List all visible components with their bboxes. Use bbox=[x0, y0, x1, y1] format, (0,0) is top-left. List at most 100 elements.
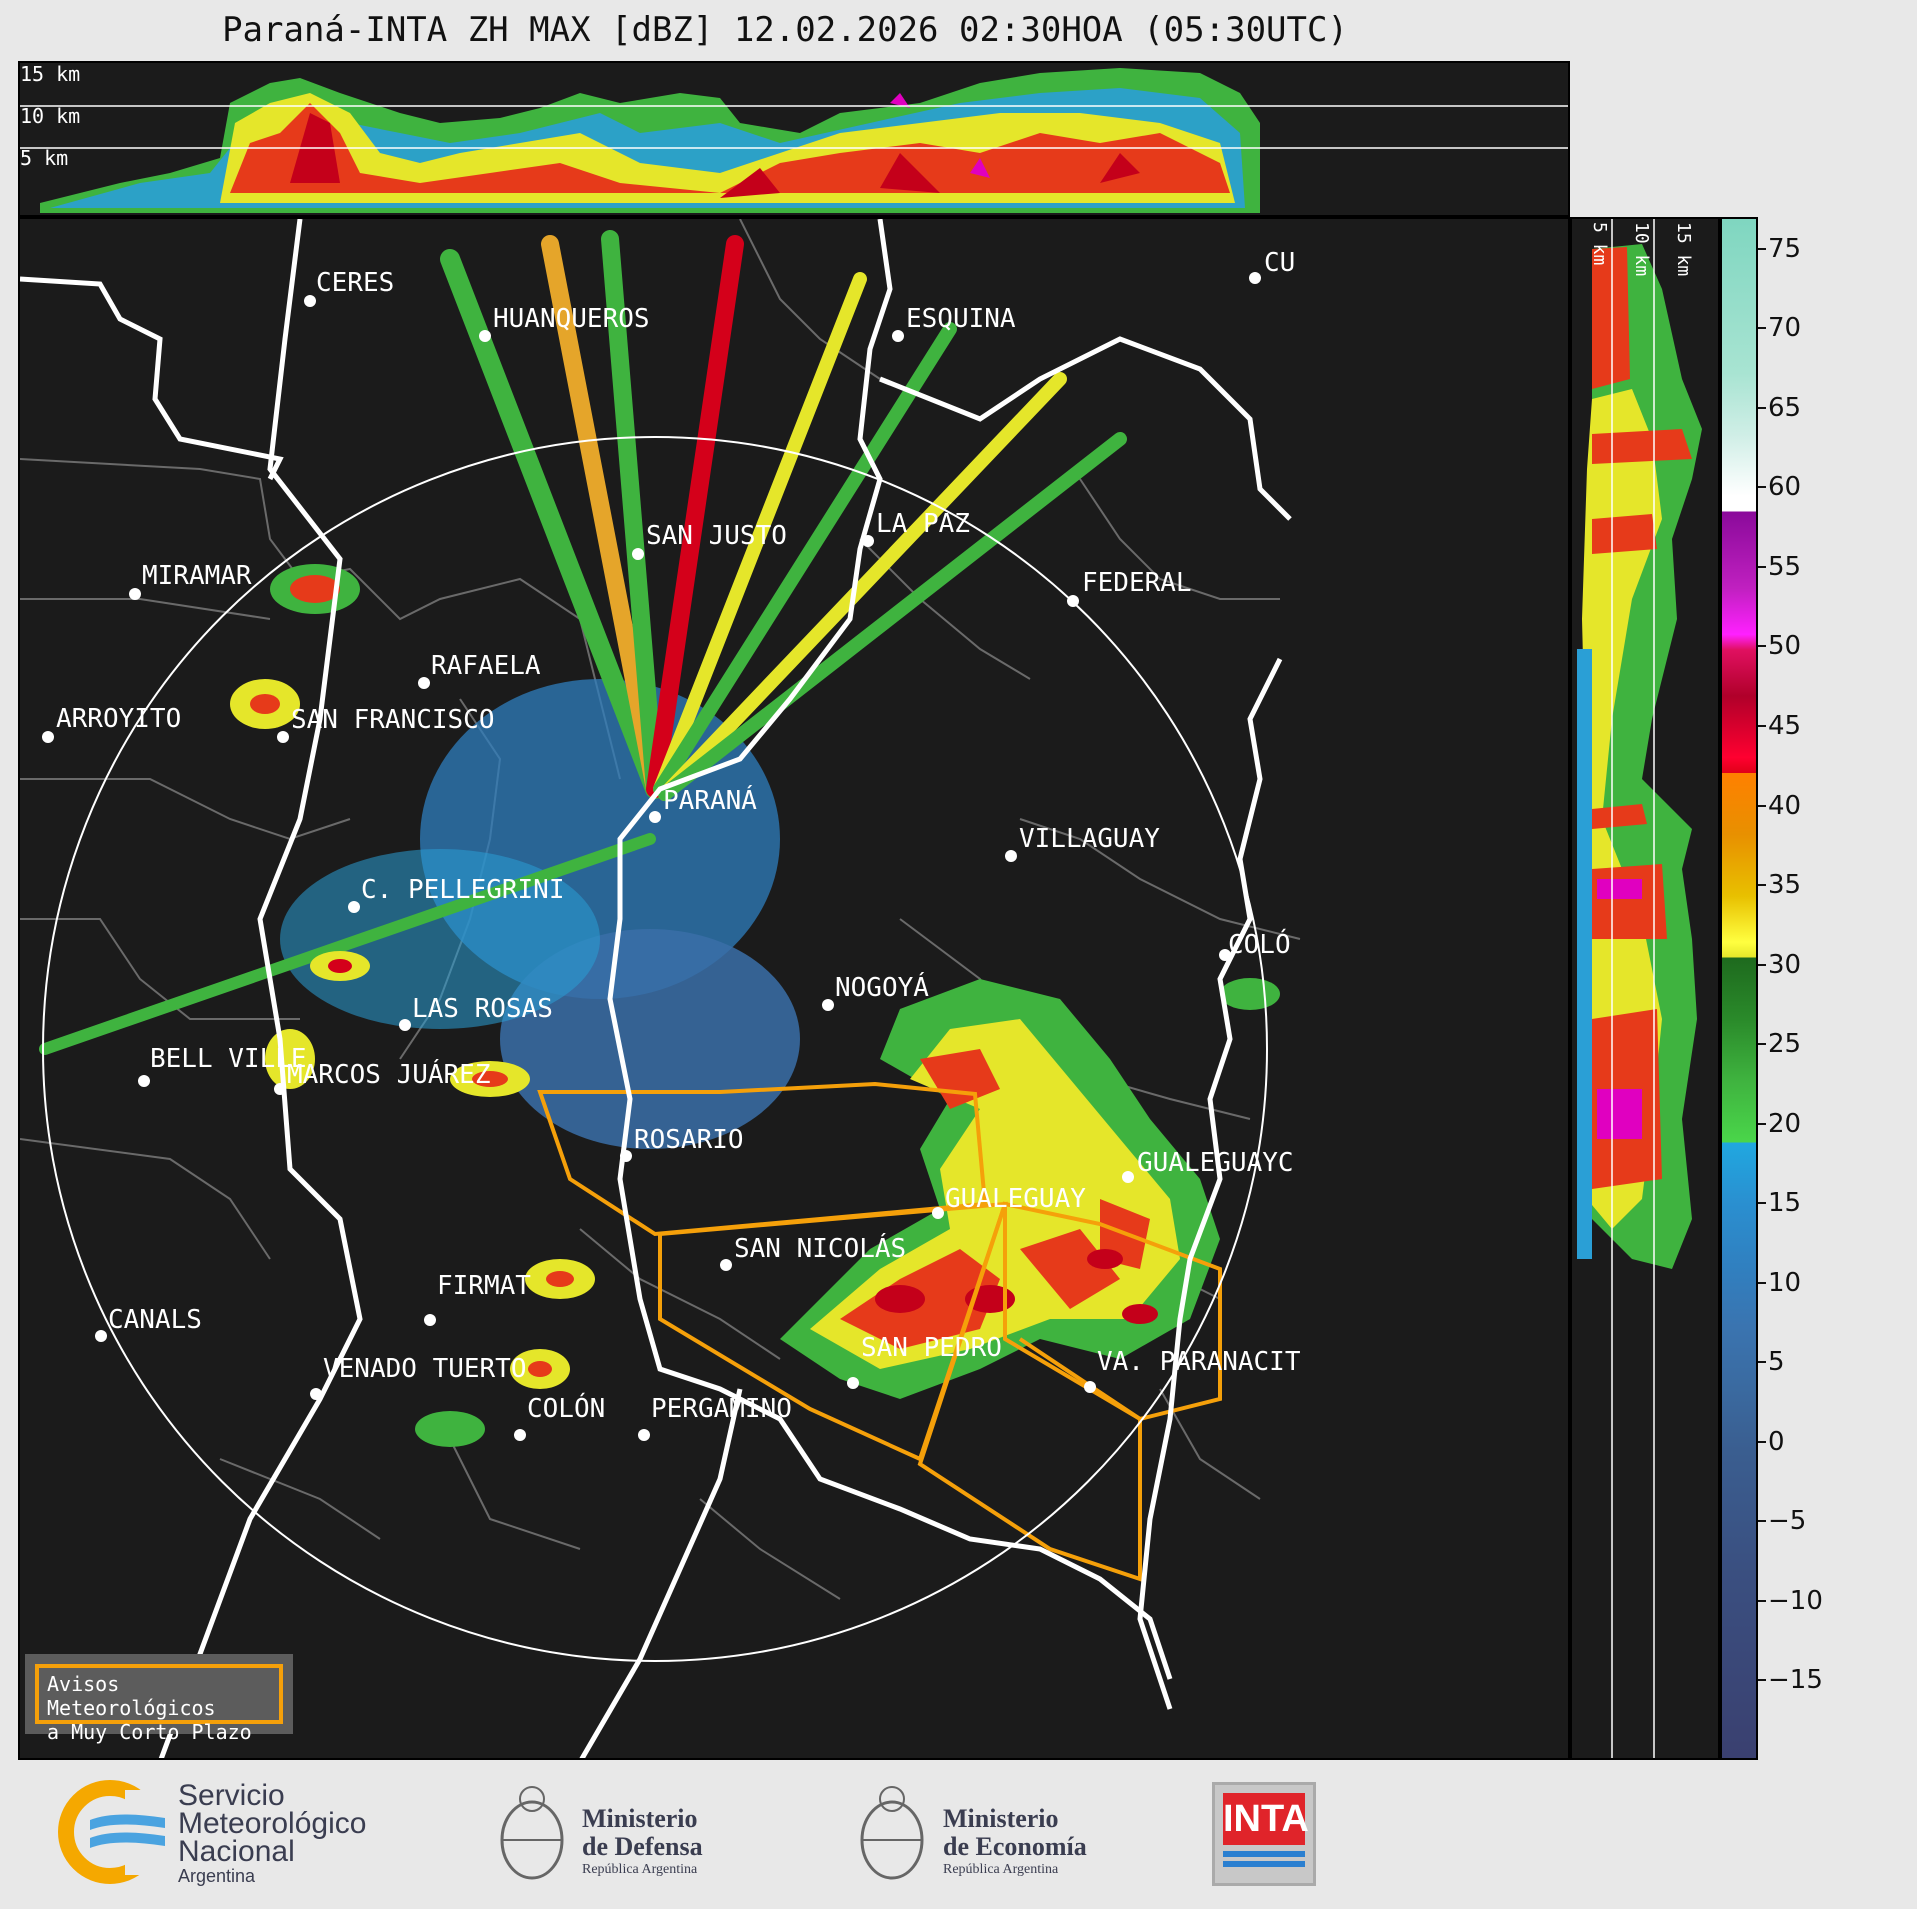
radar-map: CERES HUANQUEROS ESQUINA CU MIRAMAR SAN … bbox=[18, 217, 1570, 1760]
colorbar-tick-mark bbox=[1758, 1520, 1766, 1523]
colorbar-tick-mark bbox=[1758, 1599, 1766, 1602]
city-miramar: MIRAMAR bbox=[142, 561, 252, 591]
colorbar-tick-mark bbox=[1758, 1361, 1766, 1364]
colorbar-tick-mark bbox=[1758, 804, 1766, 807]
defensa-line2: de Defensa bbox=[582, 1832, 703, 1861]
city-rosario: ROSARIO bbox=[634, 1125, 744, 1155]
city-san-pedro: SAN PEDRO bbox=[861, 1333, 1002, 1363]
colorbar-tick-mark bbox=[1758, 1122, 1766, 1125]
city-la-paz: LA PAZ bbox=[876, 509, 970, 539]
city-cu: CU bbox=[1264, 248, 1295, 278]
city-san-nicolas: SAN NICOLÁS bbox=[734, 1232, 906, 1264]
top-label-10km: 10 km bbox=[20, 104, 80, 128]
side-height-profile: 5 km 10 km 15 km bbox=[1570, 217, 1720, 1760]
range-ring bbox=[42, 436, 1268, 1662]
smn-line4: Argentina bbox=[178, 1866, 256, 1886]
colorbar-tick-mark bbox=[1758, 884, 1766, 887]
city-marcos-juarez: MARCOS JUÁREZ bbox=[287, 1058, 491, 1090]
economia-escudo-icon bbox=[855, 1775, 930, 1895]
colorbar-tick-label: 55 bbox=[1768, 551, 1802, 582]
colorbar-tick-mark bbox=[1758, 963, 1766, 966]
colorbar-tick-label: 0 bbox=[1768, 1426, 1785, 1457]
city-canals: CANALS bbox=[108, 1305, 202, 1335]
economia-line2: de Economía bbox=[943, 1832, 1087, 1861]
colorbar-tick-mark bbox=[1758, 406, 1766, 409]
smn-line2: Meteorológico bbox=[178, 1807, 367, 1840]
colorbar-tick-label: 40 bbox=[1768, 790, 1802, 821]
city-parana: PARANÁ bbox=[663, 784, 757, 816]
province-boundaries bbox=[20, 219, 1292, 1758]
smn-line3: Nacional bbox=[178, 1835, 295, 1868]
colorbar-tick-label: 20 bbox=[1768, 1108, 1802, 1139]
city-rafaela: RAFAELA bbox=[431, 651, 541, 681]
colorbar-tick-label: 50 bbox=[1768, 631, 1802, 662]
city-ceres: CERES bbox=[316, 268, 394, 298]
defensa-line3: República Argentina bbox=[582, 1862, 698, 1877]
colorbar-tick-label: 5 bbox=[1768, 1347, 1785, 1378]
city-arroyito: ARROYITO bbox=[56, 704, 181, 734]
radar-map-svg: CERES HUANQUEROS ESQUINA CU MIRAMAR SAN … bbox=[20, 219, 1301, 1758]
defensa-logo-text: Ministerio de Defensa República Argentin… bbox=[582, 1805, 703, 1879]
colorbar-tick-mark bbox=[1758, 327, 1766, 330]
colorbar-tick-label: 35 bbox=[1768, 870, 1802, 901]
city-labels: CERES HUANQUEROS ESQUINA CU MIRAMAR SAN … bbox=[42, 248, 1301, 1441]
city-gualeguay: GUALEGUAY bbox=[945, 1184, 1086, 1214]
colorbar-tick-mark bbox=[1758, 1202, 1766, 1205]
colorbar-tick-mark bbox=[1758, 1043, 1766, 1046]
city-villaguay: VILLAGUAY bbox=[1019, 824, 1160, 854]
defensa-line1: Ministerio bbox=[582, 1804, 698, 1833]
city-las-rosas: LAS ROSAS bbox=[412, 994, 553, 1024]
top-label-15km: 15 km bbox=[20, 63, 80, 86]
economia-logo-text: Ministerio de Economía República Argenti… bbox=[943, 1805, 1087, 1879]
colorbar-tick-label: 25 bbox=[1768, 1029, 1802, 1060]
top-profile-echoes bbox=[40, 68, 1260, 213]
colorbar-tick-label: 65 bbox=[1768, 392, 1802, 423]
smn-emblem-icon bbox=[58, 1780, 175, 1884]
side-profile-echoes bbox=[1577, 244, 1702, 1269]
city-c-pellegrini: C. PELLEGRINI bbox=[361, 875, 565, 905]
side-label-15km: 15 km bbox=[1673, 222, 1694, 276]
defensa-escudo-icon bbox=[495, 1775, 570, 1895]
city-gualeguayc: GUALEGUAYC bbox=[1137, 1148, 1294, 1178]
city-esquina: ESQUINA bbox=[906, 304, 1016, 334]
warning-legend-box: Avisos Meteorológicos a Muy Corto Plazo bbox=[25, 1654, 293, 1744]
warning-polygons bbox=[537, 1081, 1222, 1582]
side-label-5km: 5 km bbox=[1589, 222, 1610, 265]
colorbar-tick-mark bbox=[1758, 565, 1766, 568]
city-firmat: FIRMAT bbox=[437, 1271, 531, 1301]
footer-logos: Servicio Meteorológico Nacional Argentin… bbox=[0, 1760, 1917, 1909]
top-label-5km: 5 km bbox=[20, 146, 68, 170]
city-bell-ville: BELL VILLE bbox=[150, 1044, 307, 1074]
chart-title: Paraná-INTA ZH MAX [dBZ] 12.02.2026 02:3… bbox=[222, 10, 1348, 50]
colorbar-tick-mark bbox=[1758, 645, 1766, 648]
colorbar-tick-mark bbox=[1758, 486, 1766, 489]
colorbar-tick-mark bbox=[1758, 725, 1766, 728]
legend-line1: Avisos Meteorológicos bbox=[47, 1672, 216, 1720]
colorbar-tick-mark bbox=[1758, 247, 1766, 250]
colorbar-tick-label: 15 bbox=[1768, 1188, 1802, 1219]
colorbar-tick-label: −5 bbox=[1768, 1506, 1807, 1537]
city-colo: COLÓ bbox=[1228, 928, 1291, 960]
top-profile-svg: 15 km 10 km 5 km bbox=[20, 63, 1568, 213]
colorbar-tick-label: −10 bbox=[1768, 1585, 1823, 1616]
colorbar-tick-mark bbox=[1758, 1440, 1766, 1443]
city-san-francisco: SAN FRANCISCO bbox=[291, 705, 495, 735]
city-va-paranacit: VA. PARANACIT bbox=[1097, 1347, 1301, 1377]
colorbar-tick-label: 60 bbox=[1768, 472, 1802, 503]
smn-line1: Servicio bbox=[178, 1779, 285, 1812]
legend-line2: a Muy Corto Plazo bbox=[47, 1720, 252, 1744]
colorbar-tick-label: −15 bbox=[1768, 1665, 1823, 1696]
top-height-profile: 15 km 10 km 5 km bbox=[18, 61, 1570, 217]
city-venado-tuerto: VENADO TUERTO bbox=[323, 1354, 527, 1384]
colorbar-tick-label: 70 bbox=[1768, 313, 1802, 344]
colorbar-tick-label: 75 bbox=[1768, 233, 1802, 264]
economia-line3: República Argentina bbox=[943, 1862, 1059, 1877]
colorbar-tick-mark bbox=[1758, 1679, 1766, 1682]
city-pergamino: PERGAMINO bbox=[651, 1394, 792, 1424]
colorbar-tick-label: 30 bbox=[1768, 949, 1802, 980]
smn-logo bbox=[55, 1780, 175, 1885]
side-label-10km: 10 km bbox=[1631, 222, 1652, 276]
city-huanqueros: HUANQUEROS bbox=[493, 304, 650, 334]
economia-line1: Ministerio bbox=[943, 1804, 1059, 1833]
city-colon: COLÓN bbox=[527, 1392, 605, 1424]
